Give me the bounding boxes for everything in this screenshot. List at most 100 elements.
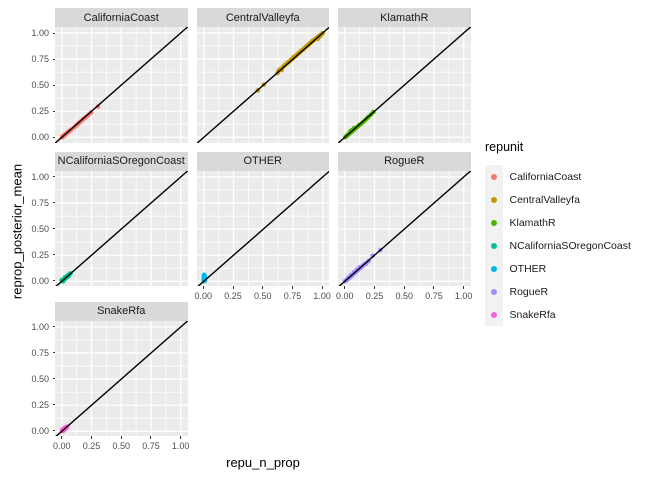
legend-entry-KlamathR: KlamathR bbox=[485, 211, 631, 234]
facet-strip-label: SnakeRfa bbox=[97, 305, 146, 317]
facet-strip-OTHER: OTHER bbox=[196, 151, 329, 171]
facet-strip-RogueR: RogueR bbox=[338, 151, 471, 171]
legend-label: CentralValleyfa bbox=[509, 193, 580, 206]
facet-panel-CaliforniaCoast bbox=[55, 27, 188, 143]
legend-point-icon bbox=[490, 196, 497, 203]
x-tick-mark bbox=[262, 286, 264, 289]
legend-label: KlamathR bbox=[509, 216, 556, 229]
legend-point-icon bbox=[490, 311, 497, 318]
legend-label: NCaliforniaSOregonCoast bbox=[509, 239, 631, 252]
facet-strip-SnakeRfa: SnakeRfa bbox=[55, 301, 188, 321]
y-tick-mark bbox=[52, 326, 55, 327]
y-tick-mark bbox=[52, 58, 55, 60]
facet-strip-CentralValleyfa: CentralValleyfa bbox=[196, 8, 329, 27]
x-tick-label: 0.50 bbox=[253, 290, 272, 301]
facet-strip-NCaliforniaSOregonCoast: NCaliforniaSOregonCoast bbox=[55, 151, 188, 171]
y-tick-label: 0.00 bbox=[31, 275, 49, 286]
legend-key bbox=[485, 280, 503, 303]
legend-entries: CaliforniaCoast CentralValleyfa KlamathR NC… bbox=[485, 165, 631, 326]
facet-panel-OTHER bbox=[196, 170, 329, 286]
legend-key bbox=[485, 234, 503, 257]
legend-key bbox=[485, 165, 503, 188]
legend-label: CaliforniaCoast bbox=[509, 170, 582, 183]
legend-key bbox=[485, 257, 503, 280]
x-tick-label: 0.25 bbox=[82, 440, 101, 451]
x-tick-mark bbox=[91, 436, 93, 439]
y-tick-mark bbox=[52, 84, 55, 86]
x-tick-label: 0.75 bbox=[283, 290, 302, 301]
facet-strip-CaliforniaCoast: CaliforniaCoast bbox=[55, 8, 188, 27]
legend-key bbox=[485, 211, 503, 234]
legend-label: SnakeRfa bbox=[509, 308, 556, 321]
y-tick-label: 1.00 bbox=[31, 321, 49, 332]
facet-strip-label: RogueR bbox=[384, 155, 425, 167]
facet-plot-NCaliforniaSOregonCoast bbox=[55, 170, 188, 286]
y-tick-mark bbox=[52, 254, 55, 256]
facet-strip-label: NCaliforniaSOregonCoast bbox=[57, 155, 185, 167]
legend-point-icon bbox=[490, 265, 497, 272]
y-tick-label: 0.00 bbox=[31, 425, 49, 436]
y-tick-mark bbox=[52, 32, 55, 34]
y-tick-mark bbox=[52, 280, 55, 282]
legend: repunit CaliforniaCoast CentralValleyfa Kl… bbox=[485, 140, 631, 326]
y-tick-mark bbox=[52, 136, 55, 138]
y-tick-mark bbox=[52, 430, 55, 432]
y-tick-label: 0.50 bbox=[31, 373, 49, 384]
x-tick-mark bbox=[403, 286, 405, 289]
legend-label: OTHER bbox=[509, 262, 547, 275]
x-tick-label: 1.00 bbox=[171, 440, 190, 451]
y-tick-label: 0.00 bbox=[31, 132, 49, 143]
legend-entry-CaliforniaCoast: CaliforniaCoast bbox=[485, 165, 631, 188]
x-tick-mark bbox=[202, 286, 204, 289]
legend-label: RogueR bbox=[509, 285, 549, 298]
y-tick-mark bbox=[52, 202, 55, 204]
x-tick-label: 0.25 bbox=[224, 290, 242, 301]
facet-plot-CaliforniaCoast bbox=[55, 27, 188, 143]
x-tick-label: 0.75 bbox=[142, 440, 160, 451]
y-tick-mark bbox=[52, 176, 55, 177]
x-tick-label: 0.25 bbox=[365, 290, 384, 301]
legend-entry-OTHER: OTHER bbox=[485, 257, 631, 280]
facet-strip-label: OTHER bbox=[243, 155, 283, 167]
facet-panel-KlamathR bbox=[338, 27, 471, 143]
y-tick-label: 1.00 bbox=[31, 28, 49, 38]
y-tick-mark bbox=[52, 228, 55, 230]
x-tick-mark bbox=[61, 436, 63, 439]
y-tick-label: 0.50 bbox=[31, 223, 49, 234]
legend-point-icon bbox=[490, 173, 497, 180]
legend-point-icon bbox=[490, 288, 497, 295]
y-tick-label: 0.25 bbox=[31, 399, 49, 410]
y-tick-mark bbox=[52, 110, 55, 112]
x-tick-label: 0.50 bbox=[395, 290, 414, 301]
y-tick-label: 0.50 bbox=[31, 80, 49, 91]
x-tick-mark bbox=[232, 286, 234, 289]
legend-entry-CentralValleyfa: CentralValleyfa bbox=[485, 188, 631, 211]
y-tick-label: 0.75 bbox=[31, 347, 49, 358]
x-axis-title: repu_n_prop bbox=[226, 455, 300, 470]
x-tick-label: 1.00 bbox=[313, 290, 331, 301]
facet-panel-SnakeRfa bbox=[55, 320, 188, 436]
facet-plot-SnakeRfa bbox=[55, 320, 188, 436]
x-tick-mark bbox=[180, 436, 182, 439]
legend-point-icon bbox=[490, 219, 497, 226]
y-tick-mark bbox=[52, 404, 55, 406]
facet-plot-CentralValleyfa bbox=[196, 27, 329, 143]
y-tick-mark bbox=[52, 352, 55, 354]
legend-point-icon bbox=[490, 242, 497, 249]
y-axis-title: reprop_posterior_mean bbox=[9, 163, 25, 300]
legend-key bbox=[485, 188, 503, 211]
x-tick-mark bbox=[344, 286, 346, 289]
x-tick-mark bbox=[150, 436, 152, 439]
x-tick-mark bbox=[463, 286, 465, 289]
x-tick-label: 0.00 bbox=[194, 290, 213, 301]
x-tick-mark bbox=[433, 286, 435, 289]
x-tick-label: 1.00 bbox=[454, 290, 473, 301]
facet-plot-RogueR bbox=[338, 170, 471, 286]
legend-title: repunit bbox=[485, 140, 524, 154]
facet-plot-OTHER bbox=[196, 170, 329, 286]
y-tick-label: 0.25 bbox=[31, 249, 49, 260]
x-tick-label: 0.75 bbox=[425, 290, 443, 301]
y-tick-mark bbox=[52, 378, 55, 380]
legend-entry-NCaliforniaSOregonCoast: NCaliforniaSOregonCoast bbox=[485, 234, 631, 257]
y-tick-label: 0.25 bbox=[31, 106, 49, 117]
